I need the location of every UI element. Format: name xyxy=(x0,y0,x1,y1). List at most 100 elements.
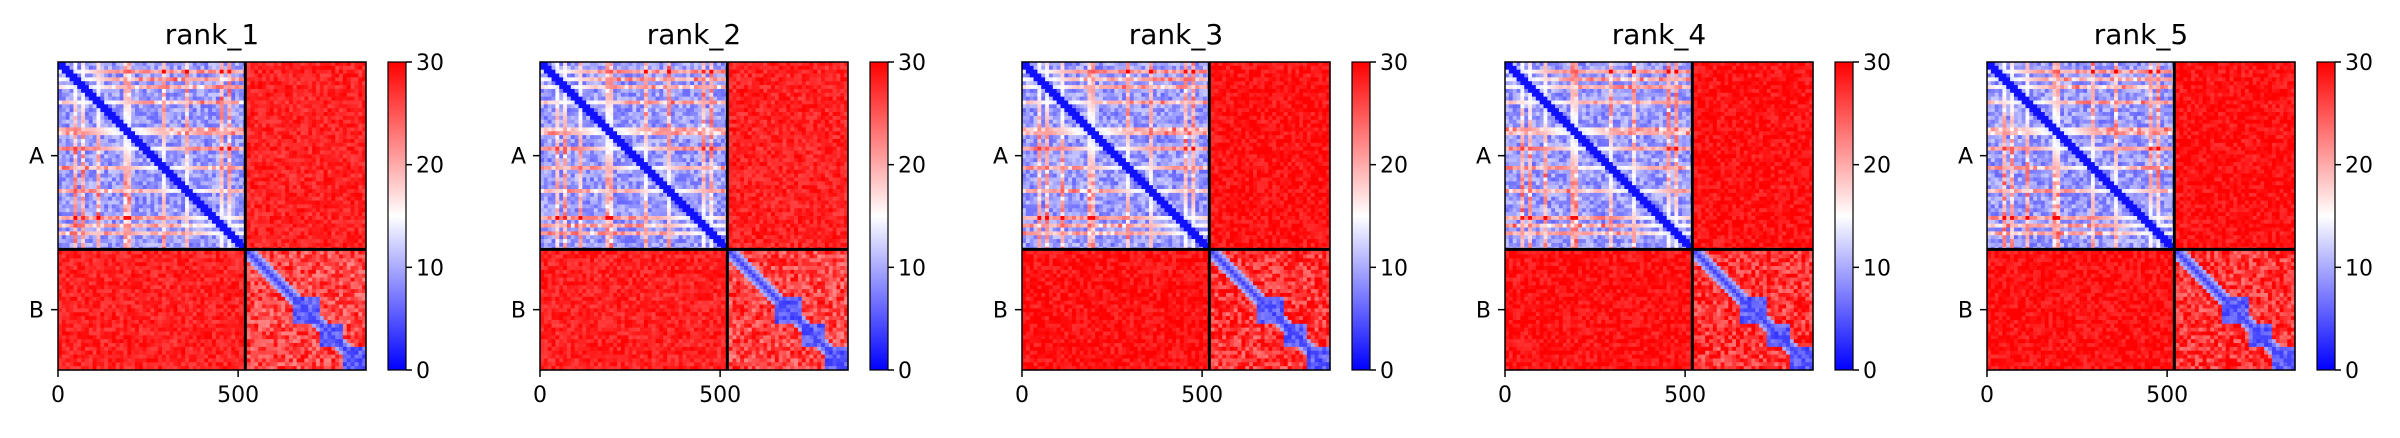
heatmap-cell xyxy=(250,227,255,232)
heatmap-cell xyxy=(165,85,171,90)
heatmap-cell xyxy=(289,169,294,175)
heatmap-cell xyxy=(208,277,213,283)
heatmap-cell xyxy=(289,158,294,163)
heatmap-cell xyxy=(81,96,86,102)
heatmap-cell xyxy=(165,208,171,213)
heatmap-cell xyxy=(88,289,94,294)
heatmap-cell xyxy=(73,65,78,71)
heatmap-cell xyxy=(250,85,255,90)
heatmap-cell xyxy=(58,127,63,132)
heatmap-cell xyxy=(69,181,74,186)
heatmap-cell xyxy=(161,239,167,244)
heatmap-cell xyxy=(69,300,74,306)
heatmap-cell xyxy=(238,181,244,186)
heatmap-cell xyxy=(192,200,198,206)
heatmap-cell xyxy=(150,108,155,113)
heatmap-cell xyxy=(61,285,67,290)
heatmap-cell xyxy=(131,208,136,213)
heatmap-cell xyxy=(169,192,175,198)
heatmap-cell xyxy=(150,262,155,267)
heatmap-cell xyxy=(81,169,86,175)
heatmap-cell xyxy=(104,227,109,232)
heatmap-cell xyxy=(181,250,186,256)
heatmap-cell xyxy=(227,196,232,202)
heatmap-cell xyxy=(58,173,63,179)
heatmap-cell xyxy=(65,177,71,182)
heatmap-cell xyxy=(277,154,282,159)
heatmap-cell xyxy=(181,112,186,117)
heatmap-cell xyxy=(150,204,155,209)
heatmap-cell xyxy=(312,165,317,171)
heatmap-cell xyxy=(165,296,171,302)
heatmap-cell xyxy=(158,100,163,105)
heatmap-cell xyxy=(108,177,113,182)
heatmap-cell xyxy=(115,216,121,221)
heatmap-cell xyxy=(342,269,348,275)
heatmap-cell xyxy=(212,135,217,140)
heatmap-cell xyxy=(177,281,182,286)
heatmap-cell xyxy=(123,123,128,129)
heatmap-cell xyxy=(169,250,175,256)
heatmap-cell xyxy=(219,81,225,86)
heatmap-cell xyxy=(269,212,275,217)
heatmap-cell xyxy=(219,96,225,102)
heatmap-cell xyxy=(350,96,356,102)
heatmap-cell xyxy=(177,165,182,171)
heatmap-cell xyxy=(123,146,128,152)
heatmap-cell xyxy=(215,150,221,155)
heatmap-cell xyxy=(208,62,213,67)
heatmap-cell xyxy=(254,254,259,259)
heatmap-cell xyxy=(312,81,317,86)
heatmap-cell xyxy=(312,269,317,275)
heatmap-cell xyxy=(265,185,271,190)
heatmap-cell xyxy=(138,185,144,190)
heatmap-cell xyxy=(258,242,263,248)
heatmap-cell xyxy=(115,254,121,259)
heatmap-cell xyxy=(281,127,286,132)
heatmap-cell xyxy=(281,69,286,75)
heatmap-cell xyxy=(277,212,282,217)
heatmap-cell xyxy=(250,150,255,155)
heatmap-cell xyxy=(161,104,167,109)
heatmap-cell xyxy=(104,231,109,236)
heatmap-cell xyxy=(223,131,228,136)
heatmap-cell xyxy=(142,92,148,98)
heatmap-cell xyxy=(146,65,151,71)
heatmap-cell xyxy=(362,192,367,198)
heatmap-cell xyxy=(127,154,132,159)
heatmap-cell xyxy=(273,289,279,294)
heatmap-cell xyxy=(108,96,113,102)
heatmap-cell xyxy=(58,235,63,240)
heatmap-cell xyxy=(146,154,151,159)
heatmap-cell xyxy=(135,277,140,283)
heatmap-cell xyxy=(238,131,244,136)
heatmap-cell xyxy=(235,131,240,136)
heatmap-cell xyxy=(308,100,313,105)
heatmap-cell xyxy=(319,150,325,155)
heatmap-cell xyxy=(65,277,71,283)
heatmap-cell xyxy=(312,62,317,67)
heatmap-cell xyxy=(223,296,228,302)
heatmap-cell xyxy=(269,185,275,190)
heatmap-cell xyxy=(238,169,244,175)
heatmap-cell xyxy=(223,77,228,82)
heatmap-cell xyxy=(65,65,71,71)
heatmap-cell xyxy=(258,293,263,298)
heatmap-cell xyxy=(115,123,121,129)
heatmap-cell xyxy=(219,254,225,259)
heatmap-cell xyxy=(127,92,132,98)
heatmap-cell xyxy=(115,250,121,256)
heatmap-cell xyxy=(77,100,82,105)
heatmap-cell xyxy=(77,258,82,263)
heatmap-cell xyxy=(77,115,82,121)
heatmap-cell xyxy=(131,123,136,129)
heatmap-cell xyxy=(304,223,309,229)
heatmap-cell xyxy=(158,181,163,186)
heatmap-cell xyxy=(258,212,263,217)
heatmap-cell xyxy=(115,285,121,290)
heatmap-cell xyxy=(165,293,171,298)
heatmap-cell xyxy=(285,131,290,136)
heatmap-cell xyxy=(161,242,167,248)
heatmap-cell xyxy=(84,177,90,182)
heatmap-cell xyxy=(158,73,163,78)
